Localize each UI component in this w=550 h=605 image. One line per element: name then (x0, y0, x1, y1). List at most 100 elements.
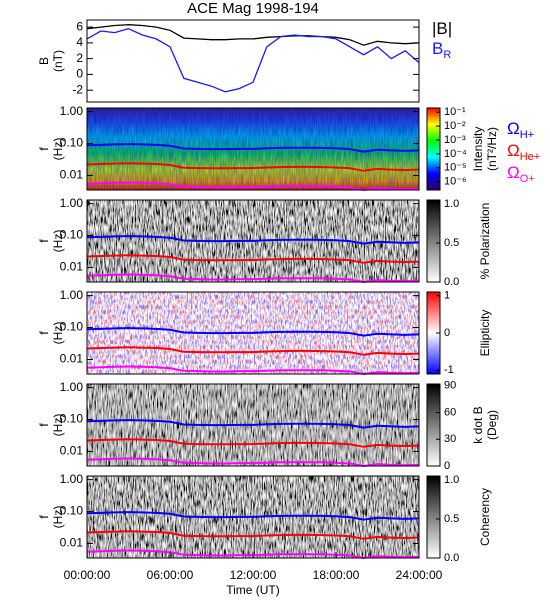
data-line (86, 346, 420, 356)
y-tick-label: 0.10 (60, 136, 84, 150)
colorbar-tick-label: 90 (444, 380, 456, 392)
y-axis-label: f (37, 147, 51, 151)
legend-text: Ω (507, 119, 520, 138)
colorbar (426, 475, 441, 559)
legend-text: Ω (507, 141, 520, 160)
data-line (86, 511, 420, 521)
legend-entry: BR (432, 39, 451, 60)
data-line (86, 530, 420, 540)
data-line (86, 162, 420, 172)
y-axis-label: (Hz) (51, 322, 65, 345)
plot-frame (86, 107, 420, 191)
colorbar-tick-label: 10⁻⁵ (444, 162, 467, 174)
colorbar-label: Intensity (471, 127, 485, 172)
colorbar-tick-label: 0 (444, 460, 450, 472)
y-tick-label: 1.00 (60, 380, 84, 394)
legend-entry: |B| (432, 19, 452, 38)
legend-entry: ΩO+ (507, 163, 535, 184)
y-tick-label: 2 (76, 51, 83, 65)
y-tick-label: 0.10 (60, 504, 84, 518)
colorbar-tick-label: 0.5 (444, 513, 459, 525)
x-axis-label: Time (UT) (226, 583, 280, 597)
data-line (86, 235, 420, 245)
colorbar-label: k dot B (471, 406, 485, 443)
y-tick-label: 1.00 (60, 472, 84, 486)
plot-frame (86, 291, 420, 375)
legend-subscript: He+ (520, 151, 541, 163)
data-line (86, 28, 420, 93)
colorbar-tick-label: 10⁻³ (444, 134, 466, 146)
y-tick-label: 1.00 (60, 196, 84, 210)
y-axis-label: f (37, 515, 51, 519)
x-tick-label: 06:00:00 (147, 568, 194, 582)
y-tick-label: 0 (76, 67, 83, 81)
y-axis-label: (Hz) (51, 414, 65, 437)
y-tick-label: 0.01 (60, 168, 84, 182)
legend-subscript: R (443, 49, 451, 61)
x-tick-label: 24:00:00 (396, 568, 443, 582)
y-tick-label: 0.01 (60, 536, 84, 550)
y-tick-label: 0.10 (60, 320, 84, 334)
legend-subscript: O+ (520, 173, 535, 185)
y-axis-label: f (37, 239, 51, 243)
colorbar-tick-label: 1.0 (444, 198, 459, 210)
y-axis-label: f (37, 423, 51, 427)
data-line (86, 327, 420, 337)
colorbar-tick-label: 0.5 (444, 237, 459, 249)
legend-subscript: H+ (520, 129, 534, 141)
y-axis-label: (Hz) (51, 506, 65, 529)
plot-frame (86, 19, 420, 103)
colorbar (426, 199, 441, 283)
y-axis-label: (Hz) (51, 230, 65, 253)
colorbar-tick-label: 0.0 (444, 276, 459, 288)
y-tick-label: 6 (76, 19, 83, 33)
colorbar-label: (Deg) (485, 410, 499, 440)
data-line (86, 254, 420, 264)
colorbar-tick-label: 0 (444, 327, 450, 339)
colorbar-tick-label: 10⁻¹ (444, 106, 466, 118)
data-line (86, 143, 420, 153)
colorbar-tick-label: 0.0 (444, 552, 459, 564)
legend-text: Ω (507, 163, 520, 182)
data-line (86, 24, 420, 46)
y-axis-label: B (37, 57, 51, 65)
plot-frame (86, 199, 420, 283)
colorbar (426, 107, 441, 191)
y-tick-label: 1.00 (60, 104, 84, 118)
colorbar-label: (nT²/Hz) (485, 127, 499, 171)
chart-title: ACE Mag 1998-194 (187, 0, 319, 17)
legend-text: B (432, 39, 443, 58)
colorbar-label: Ellipticity (478, 310, 492, 357)
data-line (86, 419, 420, 429)
legend-text: |B| (432, 19, 452, 38)
colorbar-tick-label: 10⁻⁶ (444, 176, 467, 188)
legend-entry: ΩH+ (507, 119, 534, 140)
colorbar-label: % Polarization (478, 203, 492, 280)
colorbar (426, 383, 441, 467)
colorbar-tick-label: 60 (444, 406, 456, 418)
y-axis-label: (Hz) (51, 138, 65, 161)
y-tick-label: -2 (72, 82, 83, 96)
x-tick-label: 18:00:00 (313, 568, 360, 582)
y-tick-label: 0.10 (60, 228, 84, 242)
y-tick-label: 0.01 (60, 444, 84, 458)
colorbar-tick-label: 1.0 (444, 474, 459, 486)
colorbar-tick-label: 10⁻⁴ (444, 148, 467, 160)
y-tick-label: 0.01 (60, 352, 84, 366)
y-tick-label: 0.01 (60, 260, 84, 274)
colorbar-tick-label: 30 (444, 433, 456, 445)
colorbar-tick-label: 10⁻² (444, 120, 466, 132)
x-tick-label: 12:00:00 (230, 568, 277, 582)
colorbar-tick-label: 1 (444, 290, 450, 302)
y-tick-label: 0.10 (60, 412, 84, 426)
x-tick-label: 00:00:00 (64, 568, 111, 582)
y-axis-label: f (37, 331, 51, 335)
colorbar-label: Coherency (478, 488, 492, 546)
y-tick-label: 4 (76, 35, 83, 49)
legend-entry: ΩHe+ (507, 141, 540, 162)
colorbar-tick-label: -1 (444, 364, 454, 376)
y-tick-label: 1.00 (60, 288, 84, 302)
plot-frame (86, 383, 420, 467)
y-axis-label: (nT) (51, 50, 65, 72)
